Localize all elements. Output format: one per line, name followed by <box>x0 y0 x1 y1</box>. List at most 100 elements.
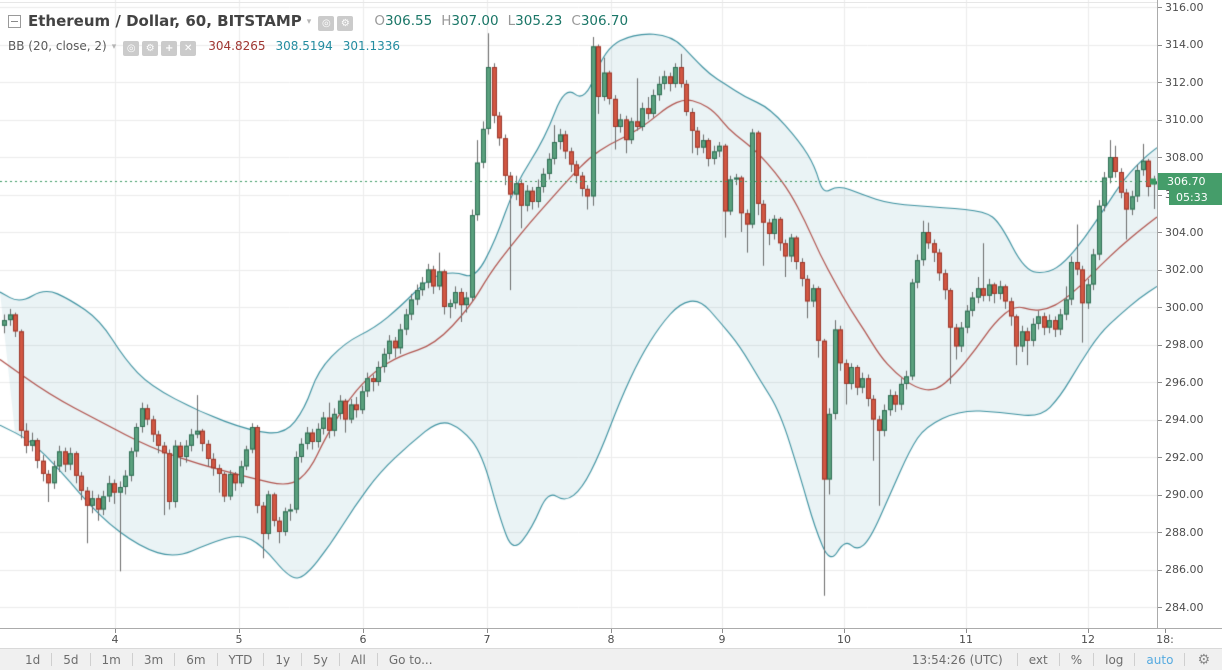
collapse-legend-icon[interactable] <box>8 14 21 28</box>
time-axis-label: 18: <box>1156 633 1174 646</box>
toolbar-separator <box>174 653 176 666</box>
bottom-toolbar: 1d 5d 1m 3m 6m YTD 1y 5y All Go to... 13:54:26 (U… <box>0 648 1222 670</box>
price-axis-tick <box>1158 494 1162 496</box>
time-axis-tick <box>487 629 488 633</box>
eye-icon[interactable]: ◎ <box>318 16 335 31</box>
time-axis-tick <box>363 629 364 633</box>
time-axis-tick <box>611 629 612 633</box>
goto-button[interactable]: Go to... <box>388 652 433 667</box>
toolbar-separator <box>1184 653 1186 666</box>
price-axis-tick <box>1158 269 1162 271</box>
price-axis-tick <box>1158 7 1162 8</box>
toolbar-separator <box>1016 653 1018 666</box>
toolbar-separator <box>263 653 265 666</box>
price-axis-label: 298.00 <box>1165 338 1204 351</box>
time-axis-tick <box>115 629 116 633</box>
close-icon[interactable]: ✕ <box>180 41 197 56</box>
top-divider <box>0 2 1157 3</box>
price-axis-label: 302.00 <box>1165 263 1204 276</box>
indicator-action-chips: ◎ ⚙ + ✕ <box>120 36 197 56</box>
time-axis-label: 12 <box>1081 633 1095 646</box>
time-axis-label: 9 <box>718 633 726 646</box>
legend: Ethereum / Dollar, 60, BITSTAMP ▾ ◎ ⚙ O30… <box>8 9 628 57</box>
toolbar-button-log[interactable]: log <box>1105 652 1124 667</box>
toolbar-separator <box>338 653 340 666</box>
gear-icon[interactable]: ⚙ <box>337 16 354 31</box>
price-axis-label: 316.00 <box>1165 0 1204 14</box>
toolbar-right: 13:54:26 (UTC) ext% log auto ⚙ <box>898 652 1222 668</box>
price-axis-label: 300.00 <box>1165 300 1204 314</box>
time-axis-tick <box>966 629 967 633</box>
range-button-5d[interactable]: 5d <box>63 652 79 667</box>
eye-icon[interactable]: ◎ <box>123 41 140 56</box>
settings-gear-icon[interactable]: ⚙ <box>1197 651 1210 668</box>
time-axis-label: 7 <box>483 633 491 646</box>
toolbar-button-ext[interactable]: ext <box>1028 652 1048 667</box>
toolbar-separator <box>376 653 378 666</box>
chevron-down-icon[interactable]: ▾ <box>306 17 312 27</box>
time-axis[interactable]: 4 5 6 7 8 9 10 11 12 18: <box>0 628 1222 648</box>
candlestick-chart[interactable] <box>0 0 1157 628</box>
price-axis-label: 292.00 <box>1165 450 1204 464</box>
ohlc-value: 306.70 <box>580 13 629 29</box>
toolbar-button-percent[interactable]: % <box>1070 652 1083 667</box>
toolbar-separator <box>51 653 53 666</box>
range-button-all[interactable]: All <box>350 652 366 667</box>
bar-countdown-badge: 05:33 <box>1169 190 1222 206</box>
price-axis-label: 314.00 <box>1165 38 1204 51</box>
bb-value: 301.1336 <box>342 39 401 53</box>
ohlc-key: H <box>441 13 452 29</box>
ohlc-key: C <box>571 13 581 29</box>
ohlc-value: 305.23 <box>515 13 563 29</box>
toolbar-separator <box>89 653 91 666</box>
price-axis-tick <box>1158 82 1162 83</box>
range-button-3m[interactable]: 3m <box>143 652 164 667</box>
time-axis-tick <box>1088 629 1089 633</box>
price-axis-tick <box>1158 532 1162 533</box>
toolbar-separator <box>301 653 303 666</box>
toolbar-separator <box>1058 653 1060 666</box>
ohlc-key: L <box>507 13 516 29</box>
range-button-6m[interactable]: 6m <box>186 652 206 667</box>
range-buttons: 1d 5d 1m 3m 6m YTD 1y 5y All Go to... <box>0 653 444 667</box>
time-axis-tick <box>239 629 240 633</box>
auto-scale-button[interactable]: auto <box>1146 652 1174 667</box>
indicator-values: 304.8265 308.5194 301.1336 <box>208 39 410 53</box>
price-axis-tick <box>1158 607 1162 608</box>
ohlc-value: 307.00 <box>451 13 499 29</box>
price-axis-label: 304.00 <box>1165 225 1204 239</box>
chevron-down-icon[interactable]: ▾ <box>111 42 117 52</box>
plus-icon[interactable]: + <box>161 41 178 56</box>
bb-value: 304.8265 <box>208 39 266 53</box>
price-axis-tick <box>1158 194 1162 196</box>
price-axis-tick <box>1158 119 1162 121</box>
ohlc-key: O <box>374 13 385 29</box>
price-axis-tick <box>1158 307 1162 308</box>
range-button-1d[interactable]: 1d <box>25 652 41 667</box>
time-axis-label: 8 <box>607 633 615 646</box>
gear-icon[interactable]: ⚙ <box>142 41 159 56</box>
range-button-5y[interactable]: 5y <box>313 652 328 667</box>
ohlc-value: 306.55 <box>384 13 433 29</box>
series-action-chips: ◎ ⚙ <box>315 11 354 31</box>
range-button-1m[interactable]: 1m <box>101 652 121 667</box>
series-legend-row: Ethereum / Dollar, 60, BITSTAMP ▾ ◎ ⚙ O30… <box>8 9 628 33</box>
price-axis[interactable]: 306.70 05:33 316.00 314.00 312.00 310.00 308… <box>1157 0 1222 628</box>
toolbar-separator <box>216 653 218 666</box>
toolbar-separator <box>131 653 133 666</box>
price-axis-label: 312.00 <box>1165 75 1204 89</box>
range-button-ytd[interactable]: YTD <box>228 652 253 667</box>
time-axis-label: 6 <box>359 633 367 646</box>
series-title[interactable]: Ethereum / Dollar, 60, BITSTAMP <box>28 12 302 30</box>
price-axis-label: 284.00 <box>1165 600 1204 614</box>
clock: 13:54:26 (UTC) <box>911 652 1003 667</box>
price-axis-label: 294.00 <box>1165 413 1204 426</box>
time-axis-tick <box>844 629 845 633</box>
range-button-1y[interactable]: 1y <box>275 652 291 667</box>
price-axis-label: 288.00 <box>1165 525 1204 539</box>
price-axis-tick <box>1158 382 1162 383</box>
indicator-title[interactable]: BB (20, close, 2) <box>8 39 107 53</box>
price-axis-label: 286.00 <box>1165 563 1204 576</box>
price-axis-label: 296.00 <box>1165 375 1204 389</box>
toolbar-separator <box>1134 653 1136 666</box>
